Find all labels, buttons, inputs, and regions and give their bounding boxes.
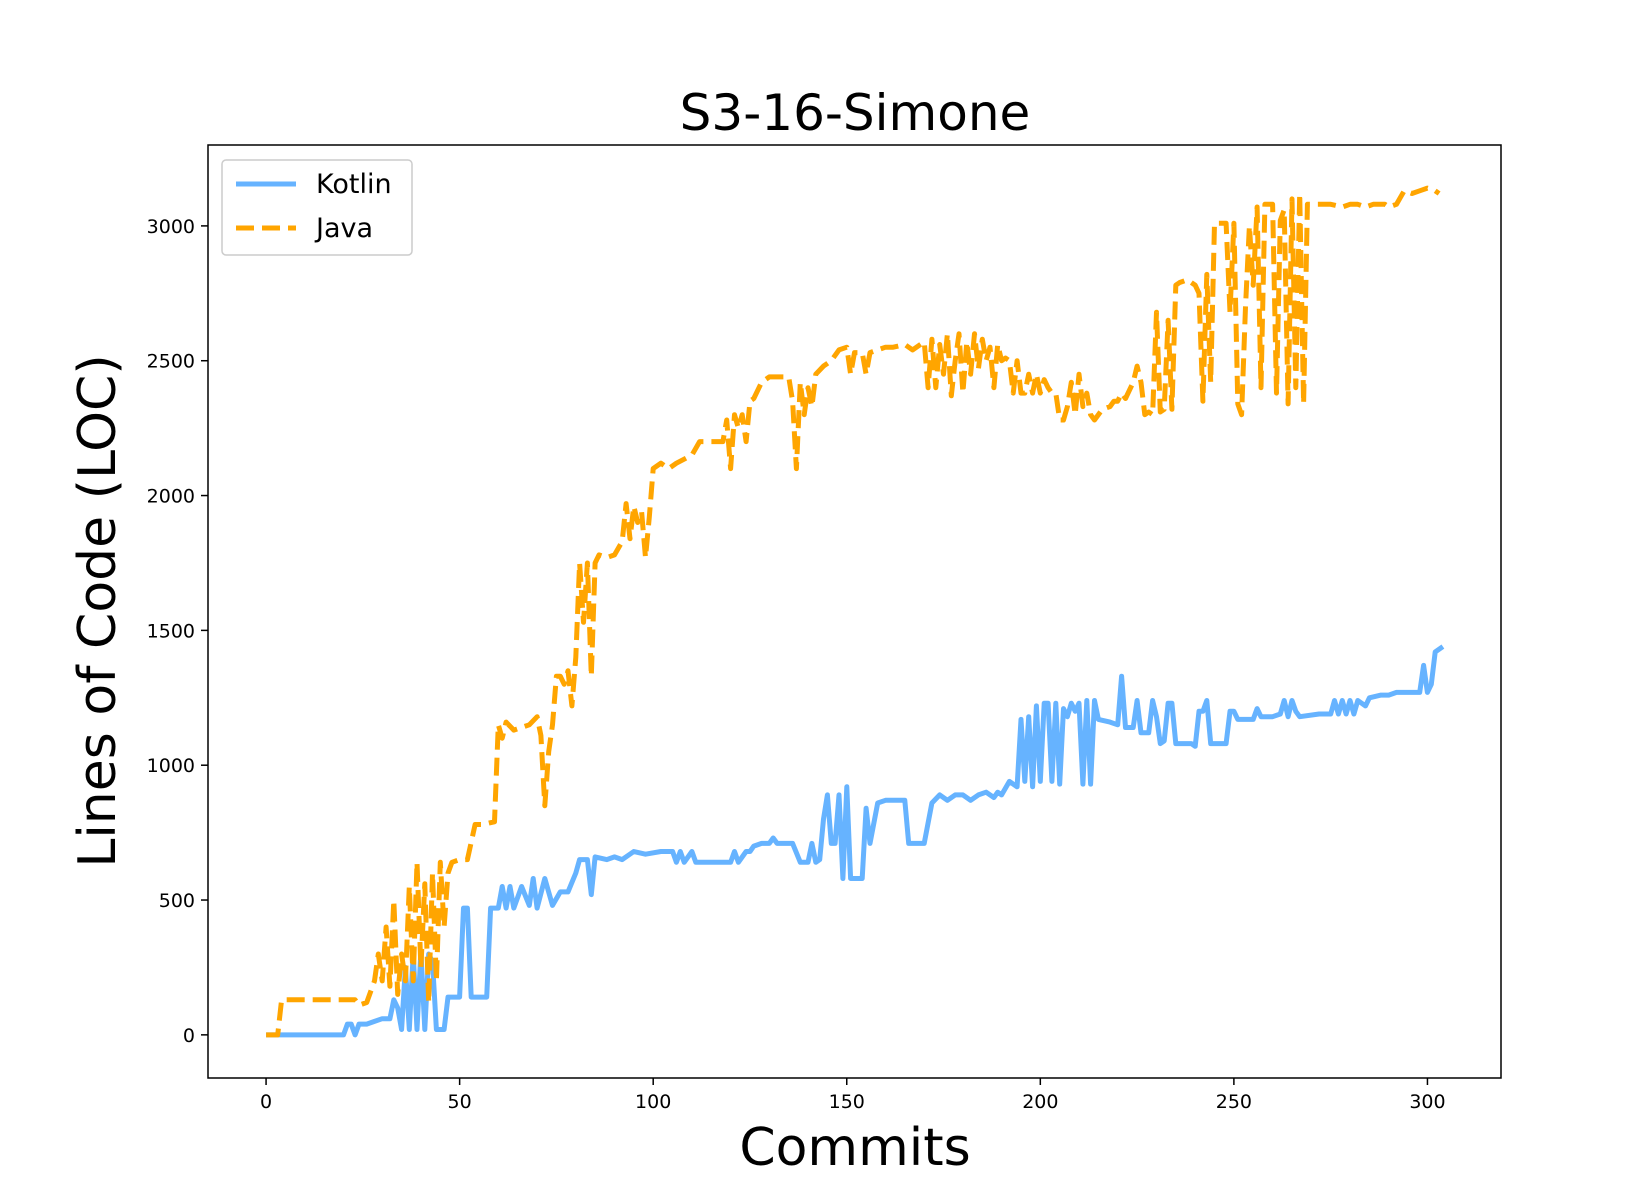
y-tick-label: 3000 [147, 216, 195, 238]
legend-label-kotlin: Kotlin [316, 169, 392, 200]
plot-area [207, 144, 1502, 1079]
x-tick-label: 250 [1216, 1091, 1252, 1113]
y-tick-label: 2000 [147, 486, 195, 508]
x-tick-label: 150 [829, 1091, 865, 1113]
x-axis-label: Commits [739, 1118, 970, 1178]
series-layer [266, 185, 1445, 1038]
y-tick-label: 500 [159, 890, 195, 912]
x-tick-label: 0 [260, 1091, 272, 1113]
chart-title: S3-16-Simone [680, 84, 1031, 142]
y-axis-ticks: 0 500 1000 1500 2000 2500 3000 [147, 216, 208, 1047]
y-tick-label: 0 [183, 1025, 195, 1047]
series-line-kotlin [266, 644, 1445, 1038]
y-axis-label: Lines of Code (LOC) [68, 354, 128, 867]
x-tick-label: 200 [1022, 1091, 1058, 1113]
x-tick-label: 300 [1409, 1091, 1445, 1113]
series-line-java [266, 185, 1441, 1038]
x-tick-label: 100 [635, 1091, 671, 1113]
x-tick-label: 50 [448, 1091, 472, 1113]
legend: Kotlin Java [221, 159, 413, 256]
x-axis-ticks: 0 50 100 150 200 250 300 [260, 1078, 1446, 1113]
y-tick-label: 1000 [147, 755, 195, 777]
y-tick-label: 1500 [147, 620, 195, 642]
axes-frame [207, 144, 1502, 1079]
legend-label-java: Java [314, 213, 373, 244]
y-tick-label: 2500 [147, 351, 195, 373]
